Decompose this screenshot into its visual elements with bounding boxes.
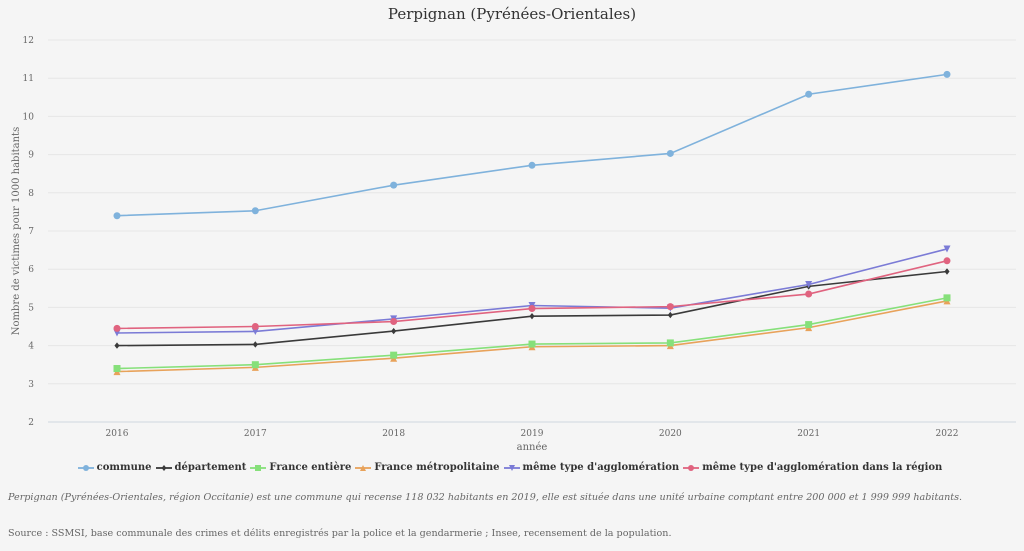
legend-label: commune [96,462,152,473]
legend-label: même type d'agglomération dans la région [702,462,943,473]
grid-lines [48,39,1016,423]
series-france-enti-re [113,294,951,373]
x-tick-label: 2022 [936,429,959,439]
series-layer [113,70,951,376]
data-point[interactable] [943,70,951,78]
chart-title: Perpignan (Pyrénées-Orientales) [388,5,636,23]
x-tick-label: 2017 [244,429,267,439]
legend-label: France entière [269,462,352,473]
data-point[interactable] [114,342,120,349]
data-point[interactable] [252,341,258,348]
y-tick-label: 3 [28,380,34,390]
y-tick-label: 9 [28,151,34,161]
data-point[interactable] [666,303,674,311]
legend-label: département [174,462,247,473]
legend-item[interactable]: France métropolitaine [355,462,503,473]
legend: commune département France entière France m… [0,462,1024,473]
y-tick-label: 8 [28,189,34,199]
data-point[interactable] [528,305,536,313]
y-tick-label: 2 [28,418,34,428]
legend-item[interactable]: France entière [250,462,355,473]
data-point[interactable] [113,324,121,332]
y-tick-label: 5 [28,303,34,313]
data-point[interactable] [667,311,673,319]
data-point[interactable] [391,327,397,335]
data-point[interactable] [390,318,398,326]
legend-marker-icon [683,463,700,473]
x-tick-label: 2019 [521,429,544,439]
data-point[interactable] [251,361,259,369]
legend-item[interactable]: même type d'agglomération [503,462,684,473]
legend-marker-icon [503,463,520,473]
legend-item[interactable]: même type d'agglomération dans la région [683,462,946,473]
data-point[interactable] [113,365,121,373]
data-point[interactable] [805,90,813,98]
data-point[interactable] [805,290,813,298]
legend-marker-icon [250,463,267,473]
footnote-source: Source : SSMSI, base communale des crime… [8,528,672,539]
legend-item[interactable]: commune [77,462,156,473]
data-point[interactable] [805,280,813,288]
data-point[interactable] [666,149,674,157]
x-tick-label: 2020 [659,429,682,439]
x-axis-label: année [517,442,548,453]
y-tick-label: 6 [28,265,34,275]
x-axis-ticks: 2016 2017 2018 2019 2020 2021 2022 [106,429,959,439]
data-point[interactable] [529,312,535,320]
legend-marker-icon [155,463,172,473]
series-m-me-type-d-agglom-ration-dans-la-r-gion [113,257,951,332]
data-point[interactable] [390,351,398,359]
legend-marker-icon [77,463,94,473]
legend-marker-icon [355,463,372,473]
data-point[interactable] [943,257,951,265]
legend-item[interactable]: département [155,462,251,473]
data-point[interactable] [666,339,674,347]
data-point[interactable] [528,161,536,169]
data-point[interactable] [251,327,259,335]
y-tick-label: 7 [28,227,34,237]
y-tick-label: 10 [23,112,35,122]
series-commune [113,70,951,220]
line-chart: Perpignan (Pyrénées-Orientales) 2 3 4 5 6 7 8 9… [11,5,1016,453]
legend-label: France métropolitaine [374,462,500,473]
data-point[interactable] [943,294,951,302]
y-tick-label: 11 [23,74,34,84]
series-m-me-type-d-agglom-ration [113,245,951,337]
data-point[interactable] [805,321,813,329]
data-point[interactable] [528,340,536,348]
data-point[interactable] [251,207,259,215]
x-tick-label: 2018 [382,429,405,439]
x-tick-label: 2021 [797,429,820,439]
data-point[interactable] [944,268,950,275]
data-point[interactable] [113,212,121,220]
y-axis-label: Nombre de victimes pour 1000 habitants [11,127,22,335]
legend-label: même type d'agglomération [522,462,680,473]
y-tick-label: 4 [28,342,34,352]
data-point[interactable] [251,323,259,330]
y-axis-ticks: 2 3 4 5 6 7 8 9 10 11 12 [23,36,35,428]
data-point[interactable] [390,181,398,189]
data-point[interactable] [943,245,951,253]
x-tick-label: 2016 [106,429,129,439]
y-tick-label: 12 [23,36,34,46]
series-line [116,73,948,217]
footnote-description: Perpignan (Pyrénées-Orientales, région O… [8,492,963,503]
